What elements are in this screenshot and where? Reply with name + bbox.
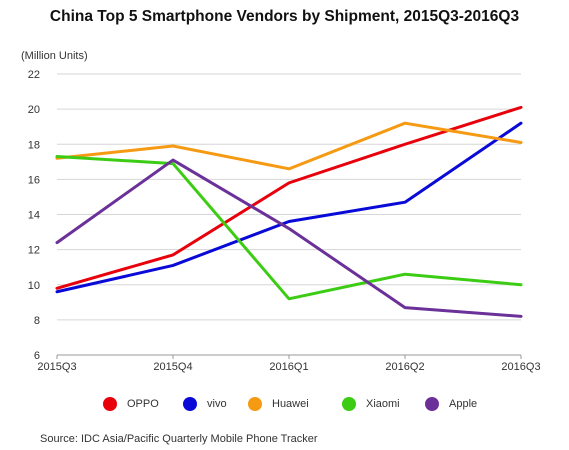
- line-chart: 6 8 10 12 14 16 18 20 22 2015Q3 2015Q4 2016Q1 2016Q2…: [28, 69, 541, 373]
- legend: OPPO vivo Huawei Xiaomi Apple: [0, 394, 569, 414]
- y-tick-label-16: 16: [28, 174, 40, 186]
- legend-item-xiaomi: Xiaomi: [342, 394, 400, 414]
- legend-swatch-xiaomi: [342, 397, 356, 411]
- legend-swatch-huawei: [248, 397, 262, 411]
- x-tick-label-2016Q1: 2016Q1: [269, 361, 308, 373]
- legend-swatch-oppo: [103, 397, 117, 411]
- y-tick-label-10: 10: [28, 280, 40, 292]
- y-tick-label-18: 18: [28, 139, 40, 151]
- legend-item-huawei: Huawei: [248, 394, 309, 414]
- y-tick-label-12: 12: [28, 245, 40, 257]
- series-line-xiaomi: [55, 155, 523, 301]
- x-tick-label-2016Q3: 2016Q3: [501, 361, 540, 373]
- legend-swatch-vivo: [183, 397, 197, 411]
- legend-item-apple: Apple: [425, 394, 477, 414]
- legend-item-vivo: vivo: [183, 394, 227, 414]
- legend-label-vivo: vivo: [207, 398, 227, 410]
- y-axis-unit-label: (Million Units): [21, 50, 88, 62]
- y-tick-label-20: 20: [28, 104, 40, 116]
- source-note: Source: IDC Asia/Pacific Quarterly Mobil…: [40, 433, 318, 445]
- series-line-oppo: [55, 105, 523, 290]
- x-tick-label-2015Q3: 2015Q3: [37, 361, 76, 373]
- series-line-apple: [55, 158, 523, 318]
- legend-label-apple: Apple: [449, 398, 478, 410]
- y-tick-label-8: 8: [34, 315, 40, 327]
- x-tick-label-2016Q2: 2016Q2: [385, 361, 424, 373]
- y-tick-label-22: 22: [28, 69, 40, 81]
- x-tick-label-2015Q4: 2015Q4: [153, 361, 192, 373]
- series-line-huawei: [55, 121, 523, 171]
- legend-label-oppo: OPPO: [127, 398, 159, 410]
- y-tick-label-14: 14: [28, 210, 40, 222]
- legend-label-huawei: Huawei: [272, 398, 309, 410]
- legend-swatch-apple: [425, 397, 439, 411]
- series-line-vivo: [55, 121, 523, 294]
- legend-item-oppo: OPPO: [103, 394, 159, 414]
- y-tick-label-6: 6: [34, 350, 40, 362]
- chart-title: China Top 5 Smartphone Vendors by Shipme…: [49, 8, 520, 25]
- legend-label-xiaomi: Xiaomi: [366, 398, 400, 410]
